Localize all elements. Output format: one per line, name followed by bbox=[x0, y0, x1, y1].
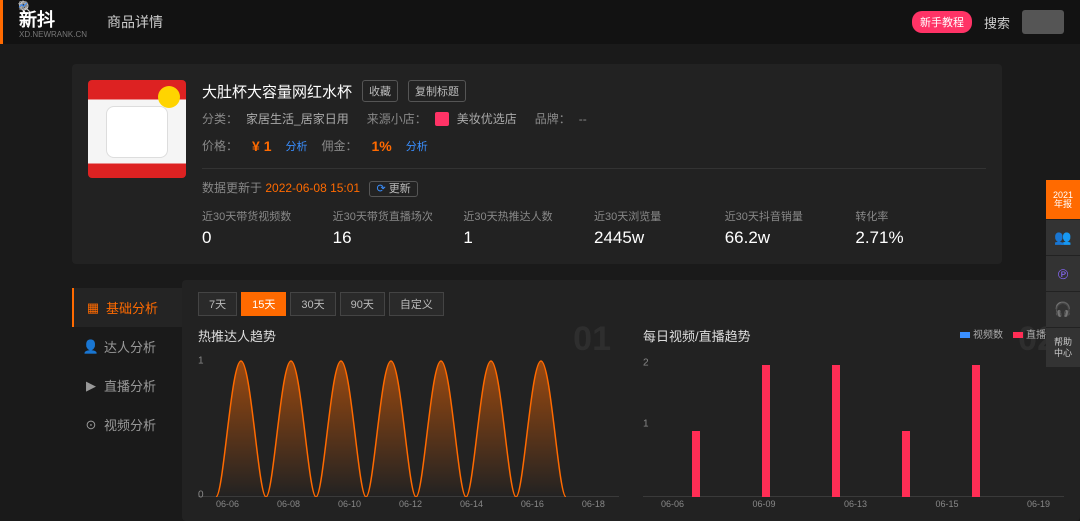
side-tab-label: 直播分析 bbox=[104, 376, 156, 395]
stat-item: 近30天浏览量 2445w bbox=[594, 208, 725, 248]
stat-value: 16 bbox=[333, 228, 464, 248]
stat-value: 66.2w bbox=[725, 228, 856, 248]
stat-item: 近30天带货直播场次 16 bbox=[333, 208, 464, 248]
video-icon: ⊙ bbox=[84, 418, 98, 432]
update-line: 数据更新于 2022-06-08 15:01 ⟳ 更新 bbox=[202, 179, 986, 196]
commission-analyze-link[interactable]: 分析 bbox=[406, 138, 428, 154]
shop-value[interactable]: 美妆优选店 bbox=[457, 110, 517, 127]
commission-value: 1% bbox=[372, 138, 392, 154]
line-chart bbox=[216, 351, 566, 497]
chart-icon bbox=[18, 0, 28, 10]
top-bar: 新抖 XD.NEWRANK.CN 商品详情 新手教程 搜索 bbox=[0, 0, 1080, 44]
product-title: 大肚杯大容量网红水杯 bbox=[202, 81, 352, 102]
side-tab-视频分析[interactable]: ⊙ 视频分析 bbox=[72, 405, 182, 444]
range-tab-7天[interactable]: 7天 bbox=[198, 292, 237, 316]
stat-item: 近30天抖音销量 66.2w bbox=[725, 208, 856, 248]
product-card: 大肚杯大容量网红水杯 收藏 复制标题 分类： 家居生活_居家日用 bbox=[72, 64, 1002, 264]
float-year-report[interactable]: 2021 年报 bbox=[1046, 180, 1080, 220]
price-analyze-link[interactable]: 分析 bbox=[285, 138, 307, 154]
grid-icon: ▦ bbox=[86, 301, 100, 315]
side-tab-达人分析[interactable]: 👤 达人分析 bbox=[72, 327, 182, 366]
stat-value: 0 bbox=[202, 228, 333, 248]
chart-daily-trend: 02 每日视频/直播趋势 视频数 直播数 21 06-0606-0906-130… bbox=[643, 326, 1064, 509]
category-value[interactable]: 家居生活_居家日用 bbox=[246, 110, 349, 127]
commission-label: 佣金： bbox=[321, 137, 357, 154]
stat-label: 近30天热推达人数 bbox=[463, 208, 594, 224]
breadcrumb: 商品详情 bbox=[107, 12, 163, 32]
brand-label: 品牌： bbox=[535, 110, 571, 127]
category-label: 分类： bbox=[202, 110, 238, 127]
stat-label: 近30天浏览量 bbox=[594, 208, 725, 224]
range-tab-90天[interactable]: 90天 bbox=[340, 292, 385, 316]
avatar[interactable] bbox=[1022, 10, 1064, 34]
side-tabs: ▦ 基础分析 👤 达人分析 ▶ 直播分析 ⊙ 视频分析 bbox=[72, 280, 182, 521]
chart-title: 热推达人趋势 bbox=[198, 326, 619, 345]
tutorial-badge[interactable]: 新手教程 bbox=[912, 11, 972, 33]
stat-label: 近30天抖音销量 bbox=[725, 208, 856, 224]
legend-video: 视频数 bbox=[960, 326, 1003, 341]
chart-hot-trend: 01 热推达人趋势 10 06-0606-0806-1006-1206-1406… bbox=[198, 326, 619, 509]
stat-label: 近30天带货视频数 bbox=[202, 208, 333, 224]
side-tab-label: 视频分析 bbox=[104, 415, 156, 434]
charts-area: 7天15天30天90天自定义 01 热推达人趋势 10 06-0606-0806… bbox=[182, 280, 1080, 521]
shop-label: 来源小店： bbox=[367, 110, 427, 127]
float-help[interactable]: 帮助 中心 bbox=[1046, 328, 1080, 368]
float-sidebar: 2021 年报 👥 ℗ 🎧 帮助 中心 bbox=[1046, 180, 1080, 368]
product-thumbnail[interactable] bbox=[88, 80, 186, 178]
chart-legend: 视频数 直播数 bbox=[960, 326, 1056, 341]
stat-item: 近30天热推达人数 1 bbox=[463, 208, 594, 248]
range-tabs: 7天15天30天90天自定义 bbox=[198, 292, 1064, 316]
stat-label: 转化率 bbox=[855, 208, 986, 224]
favorite-button[interactable]: 收藏 bbox=[362, 80, 398, 102]
play-icon: ▶ bbox=[84, 379, 98, 393]
stat-value: 2.71% bbox=[855, 228, 986, 248]
stat-item: 转化率 2.71% bbox=[855, 208, 986, 248]
range-tab-自定义[interactable]: 自定义 bbox=[389, 292, 444, 316]
search-button[interactable]: 搜索 bbox=[984, 13, 1010, 32]
search-label: 搜索 bbox=[984, 13, 1010, 32]
brand-value: -- bbox=[579, 112, 587, 126]
update-time: 2022-06-08 15:01 bbox=[265, 181, 360, 195]
stat-item: 近30天带货视频数 0 bbox=[202, 208, 333, 248]
range-tab-15天[interactable]: 15天 bbox=[241, 292, 286, 316]
refresh-button[interactable]: ⟳ 更新 bbox=[369, 181, 417, 197]
copy-title-button[interactable]: 复制标题 bbox=[408, 80, 466, 102]
range-tab-30天[interactable]: 30天 bbox=[290, 292, 335, 316]
side-tab-基础分析[interactable]: ▦ 基础分析 bbox=[72, 288, 182, 327]
user-icon: 👤 bbox=[84, 340, 98, 354]
side-tab-直播分析[interactable]: ▶ 直播分析 bbox=[72, 366, 182, 405]
price-value: ¥ 1 bbox=[252, 138, 271, 154]
shop-badge-icon bbox=[435, 112, 449, 126]
stat-value: 1 bbox=[463, 228, 594, 248]
price-label: 价格： bbox=[202, 137, 238, 154]
stat-label: 近30天带货直播场次 bbox=[333, 208, 464, 224]
float-service-icon[interactable]: 🎧 bbox=[1046, 292, 1080, 328]
stats-row: 近30天带货视频数 0近30天带货直播场次 16 近30天热推达人数 1近30天浏览量 2… bbox=[202, 208, 986, 248]
logo-sub: XD.NEWRANK.CN bbox=[19, 30, 87, 39]
bar-chart bbox=[661, 351, 1011, 497]
stat-value: 2445w bbox=[594, 228, 725, 248]
float-group-icon[interactable]: 👥 bbox=[1046, 220, 1080, 256]
side-tab-label: 达人分析 bbox=[104, 337, 156, 356]
side-tab-label: 基础分析 bbox=[106, 298, 158, 317]
float-promo-icon[interactable]: ℗ bbox=[1046, 256, 1080, 292]
